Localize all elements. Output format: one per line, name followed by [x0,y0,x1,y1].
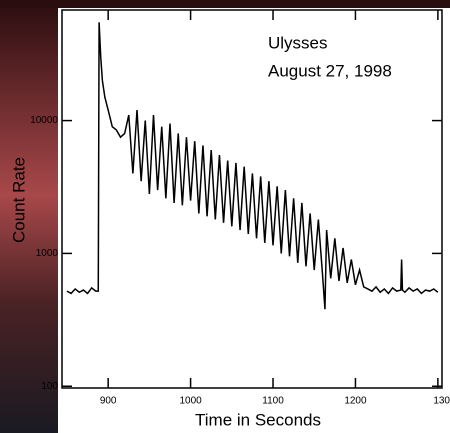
y-axis-label: Count Rate [9,157,28,243]
x-tick-label: 900 [100,396,117,407]
y-tick-label: 1000 [36,248,59,259]
plot-frame [61,9,443,389]
x-tick-label: 1000 [179,396,202,407]
x-tick-label: 1200 [344,396,367,407]
annotation: Ulysses [268,33,328,52]
background-image [0,0,58,433]
x-tick-label: 130 [433,396,450,407]
annotation: August 27, 1998 [268,61,392,80]
x-tick-label: 1100 [262,396,284,407]
x-axis-label: Time in Seconds [195,410,321,429]
background-image [0,0,450,8]
y-tick-label: 10000 [30,115,58,126]
data-line [66,22,439,310]
y-tick-label: 100 [41,381,58,392]
